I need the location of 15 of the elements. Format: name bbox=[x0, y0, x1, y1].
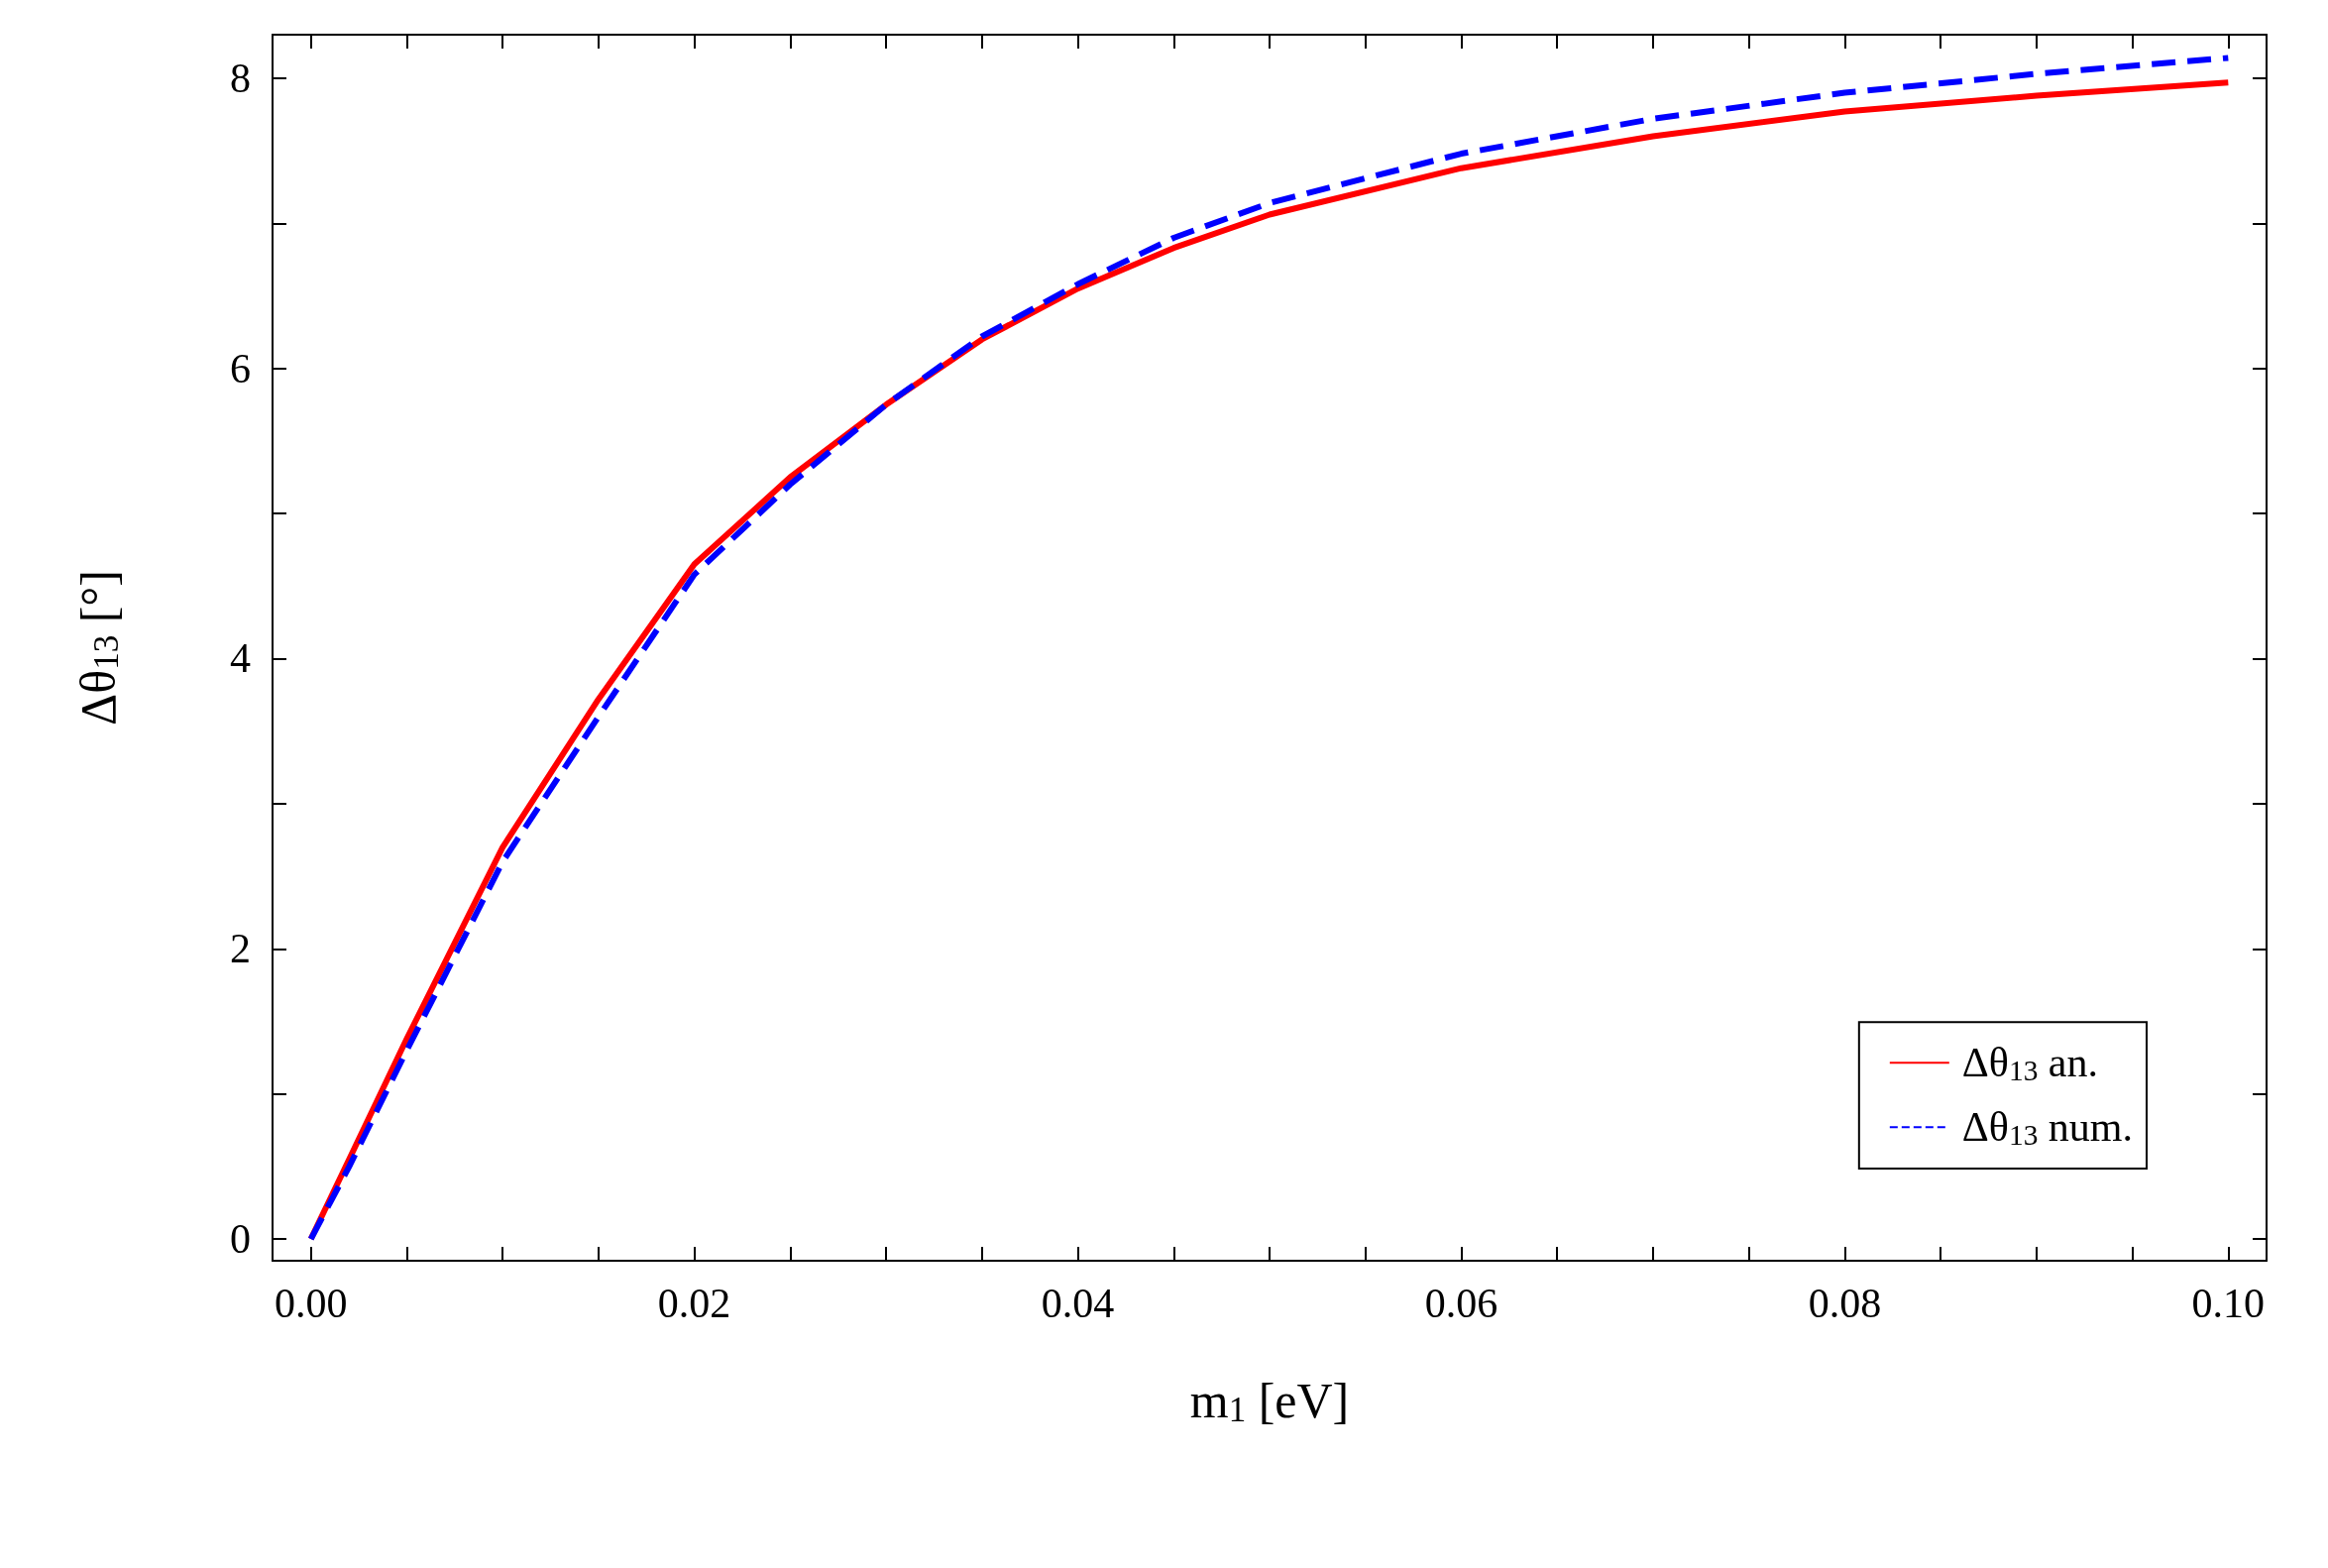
x-tick-label: 0.00 bbox=[274, 1281, 348, 1326]
x-tick-label: 0.04 bbox=[1041, 1281, 1115, 1326]
y-tick-label: 8 bbox=[230, 55, 251, 101]
y-tick-label: 0 bbox=[230, 1216, 251, 1263]
y-tick-label: 6 bbox=[230, 345, 251, 392]
legend-label: Δθ13 num. bbox=[1961, 1104, 2133, 1151]
y-tick-label: 2 bbox=[230, 926, 251, 972]
x-tick-label: 0.02 bbox=[657, 1281, 731, 1326]
x-tick-label: 0.10 bbox=[2191, 1281, 2266, 1326]
x-tick-label: 0.06 bbox=[1424, 1281, 1498, 1326]
x-axis-title: m1 [eV] bbox=[1189, 1373, 1350, 1429]
x-tick-label: 0.08 bbox=[1808, 1281, 1882, 1326]
y-axis-title: Δθ13 [°] bbox=[69, 570, 126, 726]
y-tick-label: 4 bbox=[230, 635, 251, 682]
legend-label: Δθ13 an. bbox=[1961, 1040, 2098, 1086]
